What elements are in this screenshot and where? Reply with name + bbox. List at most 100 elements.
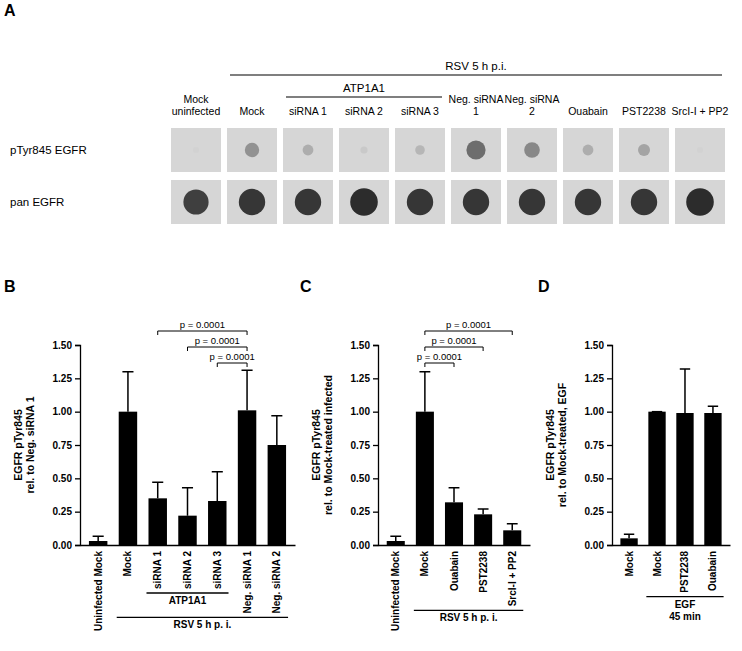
y-tick: 0.00 — [53, 540, 80, 551]
bar — [704, 413, 721, 545]
blot-cell-bg — [675, 180, 725, 224]
comparison-bracket — [158, 331, 247, 335]
blot-dot — [575, 189, 601, 215]
blot-dot — [466, 140, 485, 159]
y-tick-mark — [75, 345, 80, 346]
x-tick: PST2238 — [679, 551, 690, 593]
group-line — [414, 610, 523, 611]
x-tick-label: Mock — [624, 551, 635, 577]
blot-cell-bg — [283, 180, 333, 224]
column-label: Ouabain — [568, 105, 608, 117]
y-axis: 0.000.250.500.751.001.251.50 — [585, 340, 613, 551]
x-tick-label: Neg. siRNA 1 — [242, 551, 253, 614]
comparison-label: p = 0.0001 — [417, 351, 462, 362]
x-tick: siRNA 3 — [212, 551, 223, 589]
panel-label: B — [4, 278, 16, 295]
bar — [208, 501, 226, 545]
y-tick-mark — [607, 445, 612, 446]
y-tick-mark — [75, 378, 80, 379]
comparison-bracket — [425, 363, 454, 367]
comparison-bracket — [188, 347, 248, 351]
y-axis-title: rel. to Mock-treated, EGF — [556, 382, 568, 507]
plot-marks — [620, 369, 721, 545]
y-tick: 0.50 — [53, 473, 80, 484]
blot-cell-bg — [451, 128, 501, 172]
blot-cell-bg — [395, 128, 445, 172]
y-tick: 0.75 — [351, 440, 378, 451]
bar — [89, 541, 107, 545]
y-tick-label: 0.25 — [351, 506, 371, 517]
y-tick: 1.00 — [585, 406, 612, 417]
y-tick-mark — [75, 478, 80, 479]
column-label: siRNA 1 — [289, 105, 327, 117]
column-label: Mock — [239, 105, 265, 117]
comparison-label: p = 0.0001 — [195, 335, 240, 346]
bar — [238, 410, 256, 545]
y-axis-line — [75, 346, 81, 546]
plot-marks — [387, 372, 522, 545]
x-tick-label: PST2238 — [478, 551, 489, 593]
blot-cell-bg — [619, 128, 669, 172]
x-tick-label: Ouabain — [707, 551, 718, 591]
y-tick-label: 0.00 — [53, 540, 73, 551]
group-label: RSV 5 h p. i. — [173, 619, 231, 630]
y-tick-label: 1.25 — [585, 373, 605, 384]
panel-0: AMockuninfectedMocksiRNA 1siRNA 2siRNA 3… — [4, 2, 729, 224]
column-label: SrcI-I + PP2 — [672, 105, 729, 117]
blot-cell-bg — [395, 180, 445, 224]
blot-cell-bg — [283, 128, 333, 172]
figure: AMockuninfectedMocksiRNA 1siRNA 2siRNA 3… — [0, 0, 742, 651]
error-bar — [449, 488, 460, 503]
y-tick: 0.25 — [53, 506, 80, 517]
bar — [268, 445, 286, 545]
error-bar — [478, 509, 489, 514]
y-tick-mark — [373, 345, 378, 346]
comparison-label: p = 0.0001 — [180, 319, 225, 330]
y-axis-title: EGFR pTyr845 — [310, 409, 322, 481]
y-tick: 0.00 — [351, 540, 378, 551]
x-tick-label: Neg. siRNA 2 — [271, 551, 282, 614]
panel-3: D0.000.250.500.751.001.251.50MockMockPST… — [538, 278, 731, 622]
error-bar — [419, 372, 430, 412]
y-tick-label: 1.00 — [53, 406, 73, 417]
x-tick: Neg. siRNA 1 — [242, 551, 253, 614]
y-tick-label: 0.75 — [53, 440, 73, 451]
column-label: Neg. siRNA2 — [505, 93, 560, 117]
comparison-bracket — [425, 347, 483, 351]
x-tick-label: SrcI-I + PP2 — [507, 551, 518, 607]
y-tick-mark — [607, 512, 612, 513]
column-label: Mockuninfected — [172, 93, 221, 117]
x-tick-label: Uninfected Mock — [93, 551, 104, 631]
x-tick-label: Uninfected Mock — [390, 551, 401, 631]
y-tick-label: 0.50 — [53, 473, 73, 484]
column-label: PST2238 — [622, 105, 666, 117]
bar — [648, 412, 665, 545]
y-tick-mark — [373, 378, 378, 379]
x-tick: Neg. siRNA 2 — [271, 551, 282, 614]
blot-dot — [239, 189, 265, 215]
y-tick-label: 1.25 — [351, 373, 371, 384]
y-axis-title: rel. to Mock-treated infected — [322, 375, 334, 515]
y-axis-title: EGFR pTyr845 — [12, 409, 24, 481]
y-tick-mark — [607, 378, 612, 379]
bar — [503, 530, 521, 545]
y-tick: 1.00 — [351, 406, 378, 417]
x-axis-line — [613, 545, 731, 546]
blot-dot — [360, 146, 367, 153]
blot-cells — [171, 128, 725, 224]
bar — [416, 412, 434, 545]
y-tick-label: 0.25 — [585, 506, 605, 517]
blot-dot — [407, 189, 433, 215]
comparison-label: p = 0.0001 — [446, 319, 491, 330]
blot-dot — [303, 145, 314, 156]
group-line — [230, 74, 722, 75]
error-bar — [708, 406, 718, 413]
group-label: ATP1A1 — [343, 82, 385, 94]
group-line — [117, 617, 288, 618]
y-axis-title: EGFR pTyr845 — [544, 409, 556, 481]
blot-dot — [524, 142, 540, 158]
y-tick-mark — [373, 412, 378, 413]
blot-cell-bg — [507, 128, 557, 172]
group-line — [286, 96, 442, 97]
blot-dot — [350, 188, 378, 216]
